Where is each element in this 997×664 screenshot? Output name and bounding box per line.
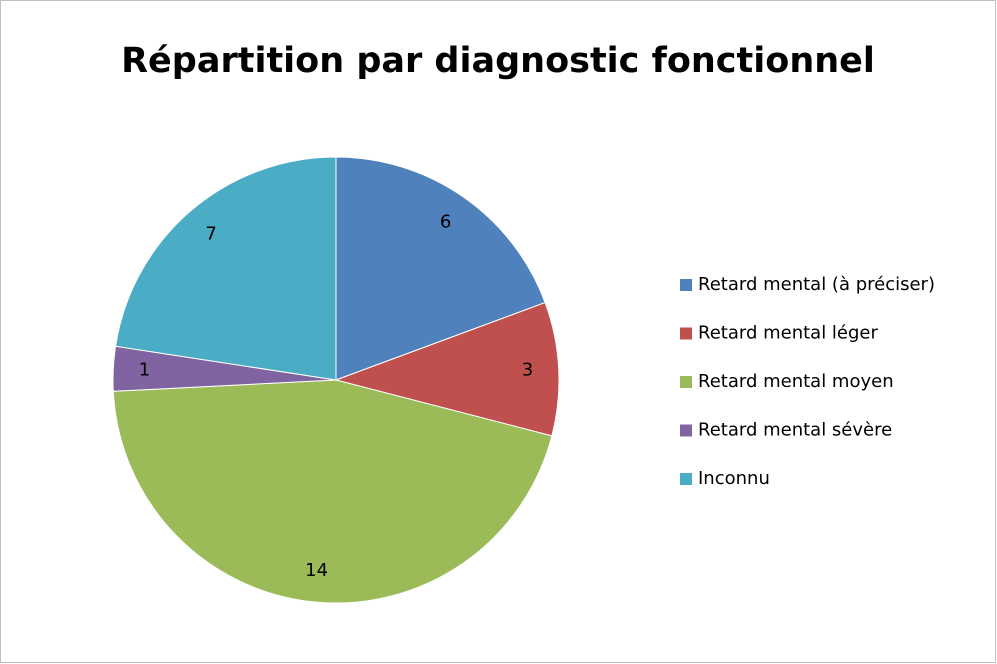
legend-entry: Retard mental moyen [698,371,894,392]
chart-title: Répartition par diagnostic fonctionnel [121,41,875,81]
legend-entry: Retard mental léger [698,323,878,344]
pie-slice [112,379,553,604]
legend-entry: Retard mental sévère [698,420,892,441]
pie-slice [334,301,560,437]
data-label: 1 [139,359,150,380]
data-label: 6 [440,212,451,233]
data-label: 3 [522,359,533,380]
legend-entry: Inconnu [698,468,770,489]
legend-swatch [680,376,692,388]
pie-slice [115,156,337,381]
legend-swatch [680,473,692,485]
legend-swatch [680,279,692,291]
data-label: 7 [205,223,216,244]
pie-slice [335,156,546,381]
data-label: 14 [305,560,328,581]
legend-entry: Retard mental (à préciser) [698,274,935,295]
legend-swatch [680,327,692,340]
legend-swatch [680,424,692,437]
